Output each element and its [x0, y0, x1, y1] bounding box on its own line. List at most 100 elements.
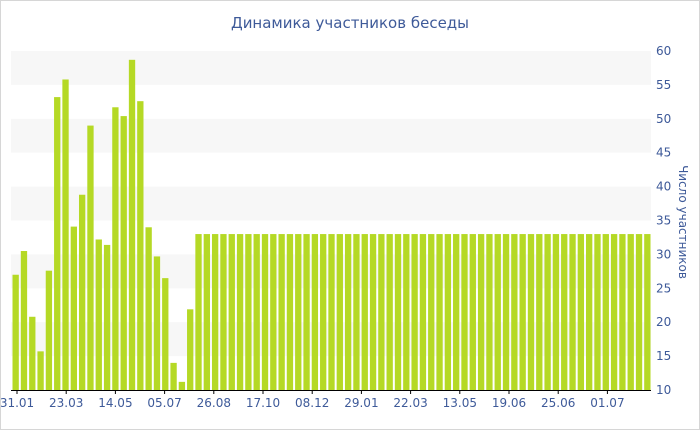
- grid-band: [11, 118, 651, 153]
- x-tick-label: 22.03: [393, 396, 427, 410]
- x-tick-label: 01.07: [590, 396, 624, 410]
- bar: [178, 381, 186, 390]
- x-tick-label: 17.10: [246, 396, 280, 410]
- bar: [386, 234, 393, 390]
- bar: [295, 234, 302, 390]
- bar: [29, 316, 36, 390]
- x-tick-label: 08.12: [295, 396, 329, 410]
- y-tick-label: 15: [656, 349, 671, 363]
- y-tick-label: 35: [656, 214, 671, 228]
- x-tick-label: 29.01: [344, 396, 378, 410]
- bar: [103, 244, 111, 390]
- bar: [353, 234, 360, 390]
- bar: [261, 234, 269, 390]
- y-tick-label: 25: [656, 281, 671, 295]
- bar: [45, 270, 53, 390]
- bar: [436, 234, 443, 390]
- bar: [78, 194, 86, 390]
- bar: [627, 234, 634, 390]
- bar: [577, 234, 585, 390]
- y-tick-label: 60: [656, 44, 671, 58]
- x-tick-label: 14.05: [98, 396, 132, 410]
- bar: [128, 59, 136, 391]
- bar: [419, 234, 427, 390]
- x-tick-label: 26.08: [197, 396, 231, 410]
- bar: [552, 234, 560, 390]
- bar: [170, 362, 177, 390]
- x-tick-label: 25.06: [541, 396, 575, 410]
- bar: [519, 234, 526, 390]
- bar: [394, 234, 402, 390]
- bar: [137, 101, 144, 391]
- bar: [195, 234, 202, 390]
- bar: [320, 234, 327, 390]
- bar: [203, 234, 210, 390]
- x-tick-labels: 31.01 23.03 14.05 05.07 26.08 17.10 08.12 29.01…: [1, 390, 625, 410]
- y-tick-label: 55: [656, 78, 671, 92]
- bar: [369, 234, 377, 390]
- bar: [494, 234, 501, 390]
- bar: [536, 234, 543, 390]
- y-tick-label: 40: [656, 180, 671, 194]
- chart-title: Динамика участников беседы: [230, 14, 470, 32]
- bar: [153, 256, 161, 390]
- bar: [569, 234, 576, 390]
- bar: [477, 234, 485, 390]
- bar: [336, 234, 343, 390]
- bar: [461, 234, 468, 390]
- bar: [236, 234, 244, 390]
- y-tick-label: 20: [656, 315, 671, 329]
- x-tick-label: 05.07: [147, 396, 181, 410]
- y-tick-labels: 10 15 20 25 30 35 40 45 50 55 60: [656, 44, 671, 397]
- bar: [378, 234, 385, 390]
- bar: [428, 234, 435, 390]
- bar: [145, 227, 152, 390]
- y-axis-title: Число участников: [676, 165, 690, 279]
- y-tick-label: 50: [656, 112, 671, 126]
- bar: [12, 274, 19, 390]
- bar: [311, 234, 319, 390]
- bar: [594, 234, 601, 390]
- x-tick-label: 13.05: [443, 396, 477, 410]
- bar: [511, 234, 518, 390]
- bar: [544, 234, 551, 390]
- bars: [12, 59, 651, 391]
- bar: [270, 234, 277, 390]
- bar: [328, 234, 335, 390]
- bar: [286, 234, 294, 390]
- bar: [37, 351, 44, 390]
- bar: [54, 97, 61, 390]
- bar: [162, 278, 169, 390]
- bar: [95, 239, 102, 390]
- bar: [303, 234, 310, 390]
- bar: [644, 234, 651, 390]
- bar: [20, 251, 28, 390]
- bar: [411, 234, 418, 390]
- bar: [112, 107, 119, 391]
- bar: [344, 234, 352, 390]
- grid-band: [11, 51, 651, 85]
- bar: [619, 234, 626, 390]
- bar: [187, 309, 194, 390]
- bar: [602, 234, 609, 390]
- grid-band: [11, 186, 651, 221]
- bar: [444, 234, 452, 390]
- bar: [245, 234, 252, 390]
- bar: [561, 234, 568, 390]
- bar: [527, 234, 535, 390]
- bar: [220, 234, 227, 390]
- bar: [635, 234, 643, 390]
- bar: [278, 234, 285, 390]
- bar: [502, 234, 510, 390]
- x-tick-label: 19.06: [492, 396, 526, 410]
- bar: [70, 226, 77, 390]
- bar: [486, 234, 493, 390]
- bar: [403, 234, 410, 390]
- bar: [120, 116, 127, 390]
- bar: [62, 79, 69, 390]
- bar: [610, 234, 618, 390]
- bar: [253, 234, 260, 390]
- y-tick-label: 45: [656, 146, 671, 160]
